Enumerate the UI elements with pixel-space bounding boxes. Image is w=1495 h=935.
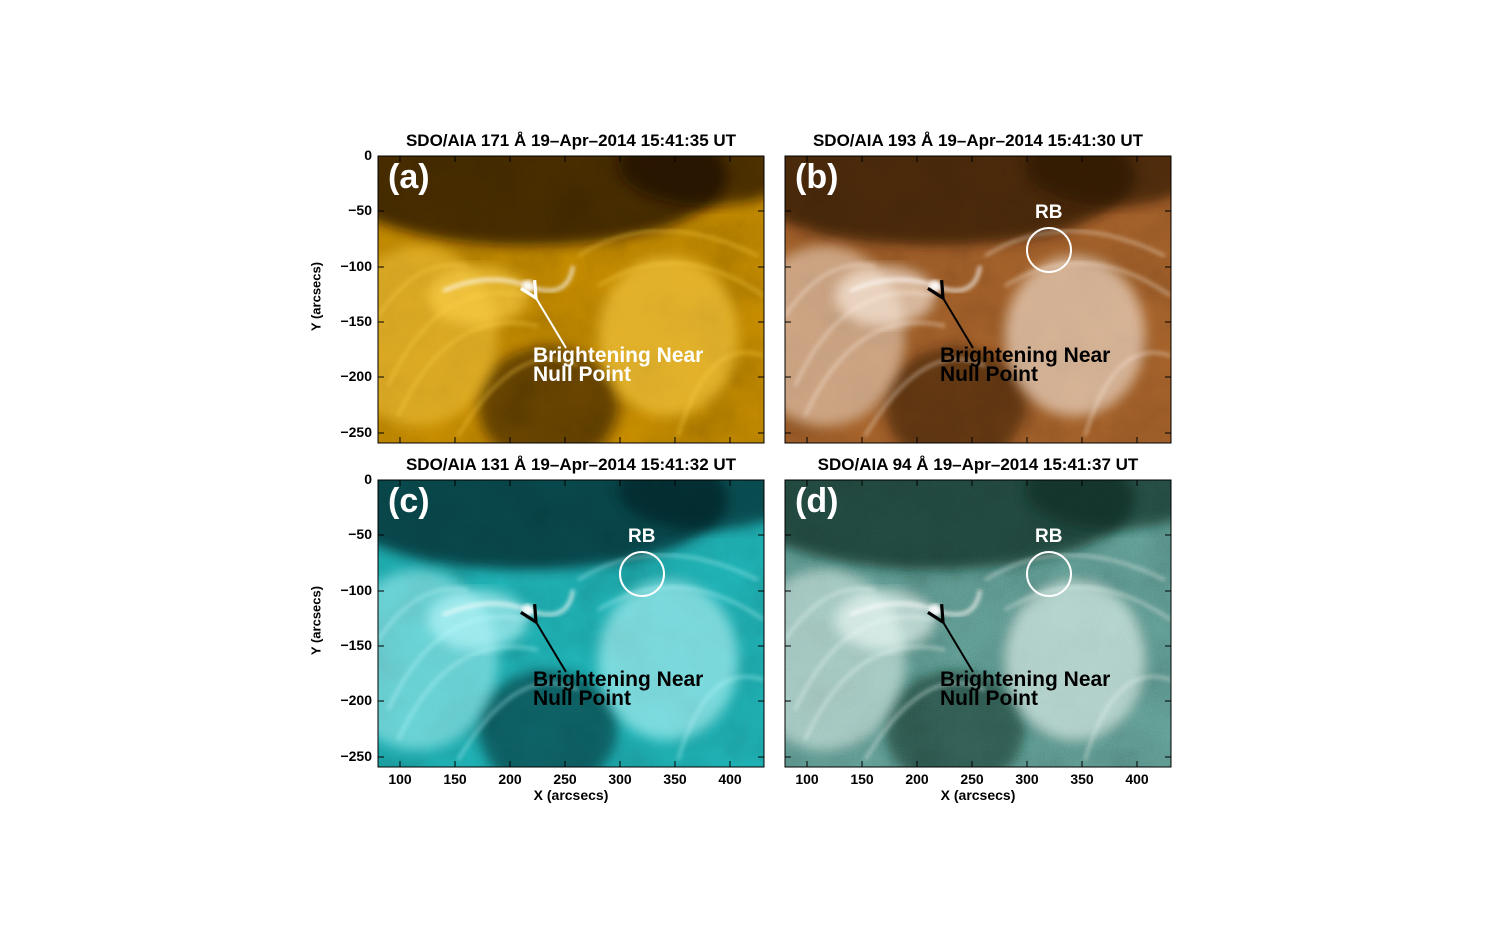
panel-c <box>377 479 765 768</box>
y-tick-label: −150 <box>340 637 372 653</box>
x-tick-label: 300 <box>608 771 632 787</box>
annotation-line2-c: Null Point <box>533 687 631 710</box>
annotation-line1-b: Brightening Near <box>940 344 1111 367</box>
annotation-line1-c: Brightening Near <box>533 668 704 691</box>
x-tick-label: 250 <box>553 771 577 787</box>
x-tick-label: 400 <box>718 771 742 787</box>
annotation-line2-b: Null Point <box>940 363 1038 386</box>
annotation-line2-d: Null Point <box>940 687 1038 710</box>
panel-letter-d: (d) <box>795 482 839 520</box>
y-tick-label: −250 <box>340 424 372 440</box>
y-tick-label: −50 <box>348 202 372 218</box>
panel-d <box>784 479 1172 768</box>
panel-title-b: SDO/AIA 193 Å 19–Apr–2014 15:41:30 UT <box>812 131 1144 150</box>
y-tick-label: −100 <box>340 258 372 274</box>
y-tick-label: −100 <box>340 582 372 598</box>
panel-title-c: SDO/AIA 131 Å 19–Apr–2014 15:41:32 UT <box>405 455 737 474</box>
x-tick-label: 400 <box>1125 771 1149 787</box>
panel-letter-b: (b) <box>795 158 839 196</box>
y-tick-label: −200 <box>340 692 372 708</box>
x-tick-label: 100 <box>388 771 412 787</box>
panel-frame <box>377 479 765 768</box>
y-tick-label: 0 <box>364 471 372 487</box>
panel-title-d: SDO/AIA 94 Å 19–Apr–2014 15:41:37 UT <box>817 455 1139 474</box>
panel-frame <box>377 155 765 444</box>
x-tick-label: 200 <box>905 771 929 787</box>
y-tick-label: −150 <box>340 313 372 329</box>
x-tick-label: 350 <box>663 771 687 787</box>
panel-title-a: SDO/AIA 171 Å 19–Apr–2014 15:41:35 UT <box>405 131 737 150</box>
annotation-arrow <box>943 298 974 349</box>
panel-frame <box>784 479 1172 768</box>
x-tick-label: 200 <box>498 771 522 787</box>
x-tick-label: 250 <box>960 771 984 787</box>
panel-a <box>377 155 765 444</box>
panel-frame <box>784 155 1172 444</box>
solar-image-c <box>378 480 764 767</box>
annotation-arrow <box>943 622 974 673</box>
rb-label-b: RB <box>1035 202 1063 223</box>
annotation-line1-d: Brightening Near <box>940 668 1111 691</box>
annotation-line1-a: Brightening Near <box>533 344 704 367</box>
x-tick-label: 100 <box>795 771 819 787</box>
solar-image-d <box>785 480 1171 767</box>
x-tick-label: 150 <box>850 771 874 787</box>
rb-circle <box>1026 551 1072 597</box>
annotation-arrow <box>536 622 567 673</box>
rb-label-d: RB <box>1035 526 1063 547</box>
x-tick-label: 300 <box>1015 771 1039 787</box>
x-tick-label: 350 <box>1070 771 1094 787</box>
x-axis-label: X (arcsecs) <box>533 787 609 803</box>
solar-image-a <box>378 156 764 443</box>
rb-circle <box>619 551 665 597</box>
rb-label-c: RB <box>628 526 656 547</box>
annotation-arrow <box>536 298 567 349</box>
y-axis-label: Y (arcsecs) <box>308 261 324 332</box>
solar-image-b <box>785 156 1171 443</box>
y-tick-label: −250 <box>340 748 372 764</box>
annotation-line2-a: Null Point <box>533 363 631 386</box>
panel-b <box>784 155 1172 444</box>
y-tick-label: −200 <box>340 368 372 384</box>
x-tick-label: 150 <box>443 771 467 787</box>
rb-circle <box>1026 227 1072 273</box>
panel-letter-a: (a) <box>388 158 430 196</box>
y-tick-label: 0 <box>364 147 372 163</box>
y-tick-label: −50 <box>348 526 372 542</box>
y-axis-label: Y (arcsecs) <box>308 585 324 656</box>
x-axis-label: X (arcsecs) <box>940 787 1016 803</box>
panel-letter-c: (c) <box>388 482 430 520</box>
